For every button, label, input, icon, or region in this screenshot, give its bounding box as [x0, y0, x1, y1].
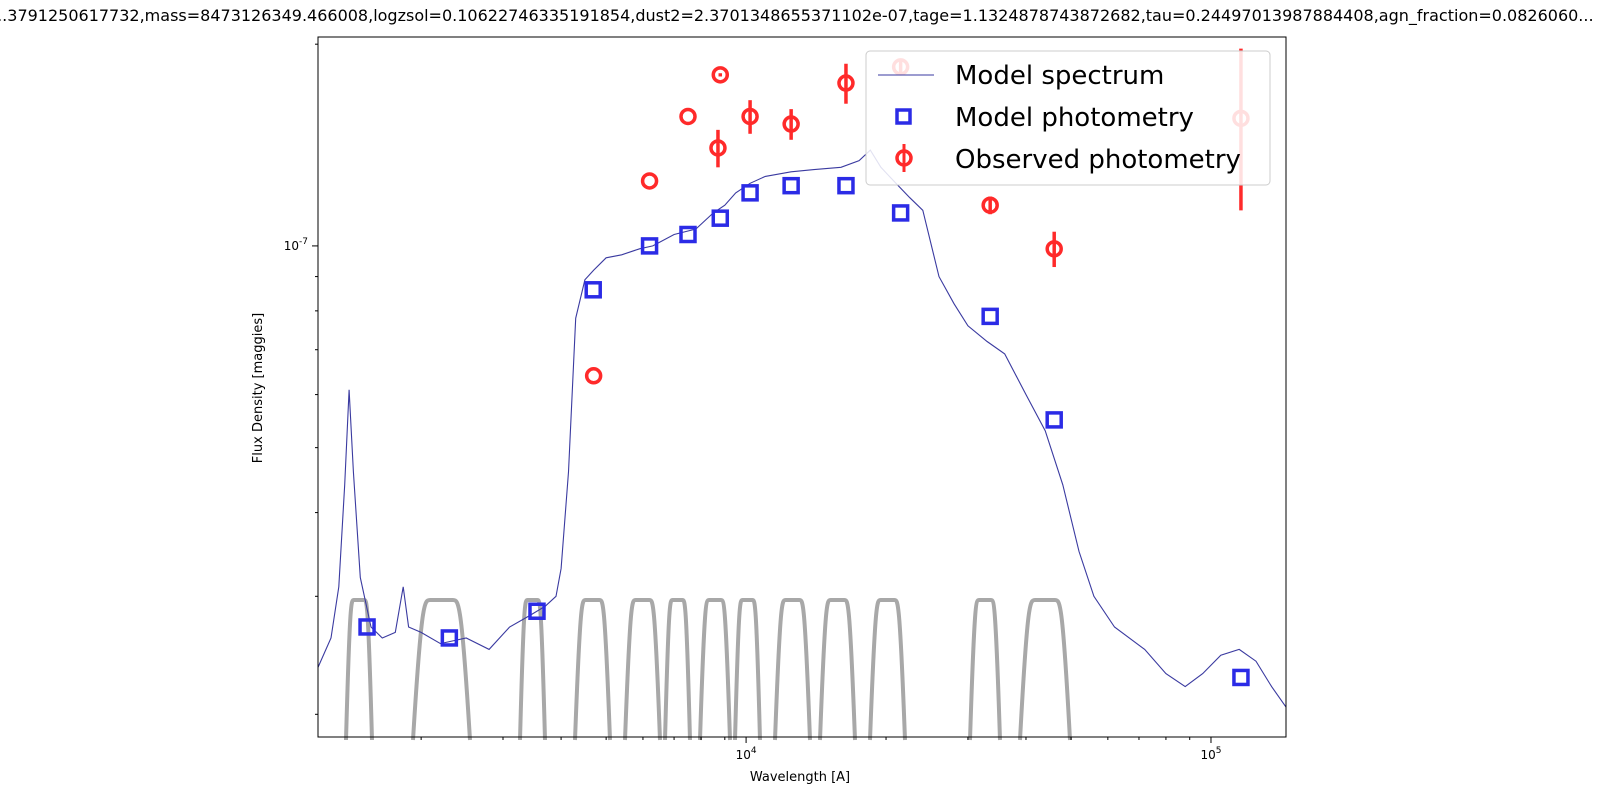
- filter-curve-6: [663, 598, 692, 741]
- legend-circle-marker: [895, 149, 913, 167]
- model-photometry-point-1: [358, 618, 376, 636]
- model-spectrum-layer: [317, 149, 1287, 708]
- filter-curve-11: [868, 598, 907, 741]
- model-photometry-point-3: [528, 602, 546, 620]
- model-photometry-point-12: [981, 307, 999, 326]
- model-photometry-point-14: [1232, 668, 1250, 687]
- observed-photometry-point-4: [711, 66, 730, 84]
- filter-curve-5: [623, 598, 662, 741]
- x-axis-label: Wavelength [A]: [750, 770, 850, 785]
- model-photometry-point-13: [1045, 411, 1063, 429]
- observed-photometry-point-11: [1045, 240, 1063, 258]
- model-photometry-point-5: [640, 237, 659, 255]
- model-photometry-point-8: [741, 184, 759, 202]
- filter-curve-2: [411, 598, 472, 741]
- model-photometry-point-4: [584, 281, 602, 299]
- legend-square-marker: [895, 108, 912, 125]
- model-spectrum-line: [317, 149, 1287, 708]
- filter-curve-3: [518, 598, 547, 741]
- model-photometry-point-6: [679, 225, 697, 244]
- observed-photometry-point-5: [709, 139, 727, 157]
- filter-curve-13: [1018, 598, 1072, 741]
- filter-curve-1: [344, 598, 374, 741]
- legend-label-observed-photometry: Observed photometry: [955, 145, 1241, 175]
- model-photometry-point-10: [837, 176, 855, 195]
- legend-label-model-photometry: Model photometry: [955, 103, 1194, 133]
- filter-curve-12: [968, 598, 1002, 741]
- plot-frame: [317, 36, 1287, 738]
- observed-photometry-point-3: [679, 107, 697, 126]
- filter-curve-8: [733, 598, 762, 741]
- chart-title-text: ...3791250617732,mass=8473126349.466008,…: [0, 6, 1594, 25]
- y-axis-label: Flux Density [maggies]: [251, 313, 266, 463]
- observed-photometry-point-2: [640, 172, 659, 190]
- observed-photometry-point-10: [981, 196, 999, 214]
- observed-photometry-point-6: [741, 107, 759, 126]
- legend-box: [865, 50, 1271, 186]
- observed-photometry-point-8: [837, 74, 855, 92]
- filter-curve-4: [573, 598, 612, 741]
- model-photometry-point-11: [891, 204, 910, 222]
- filter-curve-9: [773, 598, 812, 741]
- observed-photometry-point-1: [584, 367, 603, 385]
- legend-label-model-spectrum: Model spectrum: [955, 61, 1164, 91]
- model-photometry-layer: [358, 176, 1250, 687]
- model-photometry-point-2: [440, 629, 459, 647]
- filter-curves: [344, 598, 1072, 741]
- filter-curve-10: [818, 598, 857, 741]
- y-tick-label-1: 10-7: [284, 237, 308, 253]
- model-photometry-point-7: [711, 209, 730, 227]
- axis-ticks: 104 105 10-7: [284, 43, 1221, 762]
- x-tick-label-1: 104: [736, 746, 757, 762]
- chart-title: ...3791250617732,mass=8473126349.466008,…: [0, 6, 1600, 30]
- filter-curve-7: [698, 598, 732, 741]
- observed-photometry-point-7: [782, 115, 800, 133]
- model-photometry-point-9: [782, 176, 800, 195]
- x-tick-label-2: 105: [1200, 746, 1221, 762]
- legend: Model spectrum Model photometry Observed…: [865, 50, 1271, 186]
